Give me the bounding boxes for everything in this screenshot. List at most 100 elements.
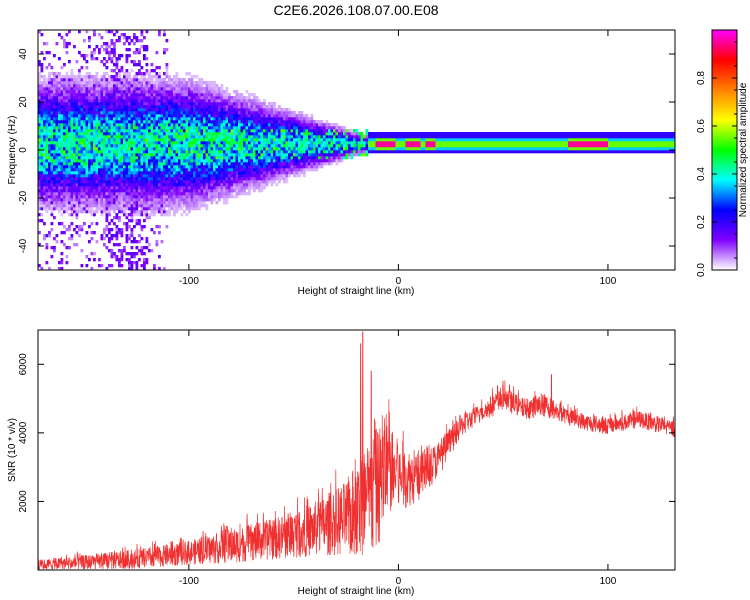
spectrogram-cell [53, 150, 56, 154]
spectrogram-cell [75, 117, 79, 121]
spectrogram-cell [95, 156, 99, 160]
spectrogram-cell [158, 153, 161, 157]
spectrogram-cell [203, 81, 206, 85]
spectrogram-cell [93, 126, 96, 130]
spectrogram-cell [240, 138, 244, 142]
spectrogram-cell [83, 207, 86, 211]
spectrogram-cell [313, 159, 316, 163]
spectrogram-cell [183, 186, 186, 190]
spectrogram-cell [175, 108, 179, 112]
spectrogram-cell [133, 138, 136, 142]
spectrogram-cell [193, 99, 196, 103]
spectrogram-cell [123, 246, 126, 250]
spectrogram-cell [273, 177, 276, 181]
spectrogram-cell [138, 63, 141, 67]
spectrogram-cell [213, 129, 216, 133]
spectrogram-cell [78, 198, 81, 202]
spectrogram-cell [318, 129, 321, 133]
spectrogram-cell [83, 141, 86, 145]
spectrogram-cell [135, 201, 139, 205]
spectrogram-cell [298, 120, 301, 124]
spectrogram-cell [93, 174, 96, 178]
spectrogram-cell [320, 120, 324, 124]
spectrogram-cell [105, 150, 109, 154]
spectrogram-cell [80, 108, 84, 112]
spectrogram-cell [110, 147, 114, 151]
spectrogram-cell [213, 138, 216, 142]
spectrogram-cell [68, 87, 71, 91]
spectrogram-cell [148, 216, 151, 220]
spectrogram-cell [168, 117, 171, 121]
spectrogram-cell [180, 111, 184, 115]
spectrogram-cell [98, 51, 101, 55]
spectrogram-cell [250, 153, 254, 157]
spectrogram-cell [273, 129, 276, 133]
spectrogram-cell [63, 165, 66, 169]
spectrogram-cell [330, 135, 334, 139]
spectrogram-cell [123, 177, 126, 181]
spectrogram-cell [210, 129, 214, 133]
spectrogram-cell [130, 204, 134, 208]
spectrogram-cell [158, 117, 161, 121]
spectrogram-cell [110, 114, 114, 118]
spectrogram-cell [260, 135, 264, 139]
spectrogram-cell [190, 162, 194, 166]
spectrogram-cell [75, 75, 79, 79]
spectrogram-cell [195, 171, 199, 175]
spectrogram-cell [158, 201, 161, 205]
spectrogram-cell [58, 84, 61, 88]
spectrogram-cell [148, 192, 151, 196]
spectrogram-cell [60, 162, 64, 166]
spectrogram-cell [298, 126, 301, 130]
spectrogram-cell [158, 99, 161, 103]
spectrogram-cell [85, 168, 89, 172]
spectrogram-cell [240, 144, 244, 148]
spectrogram-cell [238, 117, 241, 121]
spectrogram-cell [95, 195, 99, 199]
spectrogram-cell [118, 147, 121, 151]
spectrogram-cell [233, 111, 236, 115]
spectrogram-cell [40, 81, 44, 85]
spectrogram-cell [220, 138, 224, 142]
spectrogram-cell [68, 129, 71, 133]
spectrogram-cell [168, 183, 171, 187]
spectrogram-cell [68, 201, 71, 205]
spectrogram-cell [258, 189, 261, 193]
spectrogram-cell [175, 210, 179, 214]
spectrogram-cell [333, 129, 336, 133]
spectrogram-cell [115, 81, 119, 85]
spectrogram-cell [48, 267, 51, 270]
spectrogram-cell [185, 72, 189, 76]
spectrogram-cell [198, 141, 201, 145]
spectrogram-cell [235, 165, 239, 169]
spectrogram-cell [163, 102, 166, 106]
spectrogram-cell [288, 129, 291, 133]
spectrogram-cell [273, 111, 276, 115]
spectrogram-cell [303, 168, 306, 172]
spectrogram-cell [180, 207, 184, 211]
spectrogram-cell [85, 210, 89, 214]
spectrogram-cell [143, 48, 146, 52]
spectrogram-cell [143, 45, 146, 49]
spectrogram-cell [113, 159, 116, 163]
spectrogram-cell [150, 63, 154, 67]
spectrogram-cell [165, 192, 169, 196]
spectrogram-cell [270, 147, 274, 151]
spectrogram-cell [140, 138, 144, 142]
spectrogram-cell [260, 180, 264, 184]
spectrogram-cell [170, 141, 174, 145]
spectrogram-cell [165, 66, 169, 70]
spectrogram-cell [88, 75, 91, 79]
spectrogram-cell [198, 120, 201, 124]
spectrogram-cell [200, 81, 204, 85]
spectrogram-cell [93, 252, 96, 256]
spectrogram-cell [313, 153, 316, 157]
spectrogram-cell [213, 84, 216, 88]
spectrogram-cell [110, 255, 114, 259]
spectrogram-cell [93, 231, 96, 235]
spectrogram-cell [70, 207, 74, 211]
spectrogram-cell [110, 78, 114, 82]
spectrogram-cell [195, 81, 199, 85]
spectrogram-cell [143, 54, 146, 58]
spectrogram-cell [40, 141, 44, 145]
